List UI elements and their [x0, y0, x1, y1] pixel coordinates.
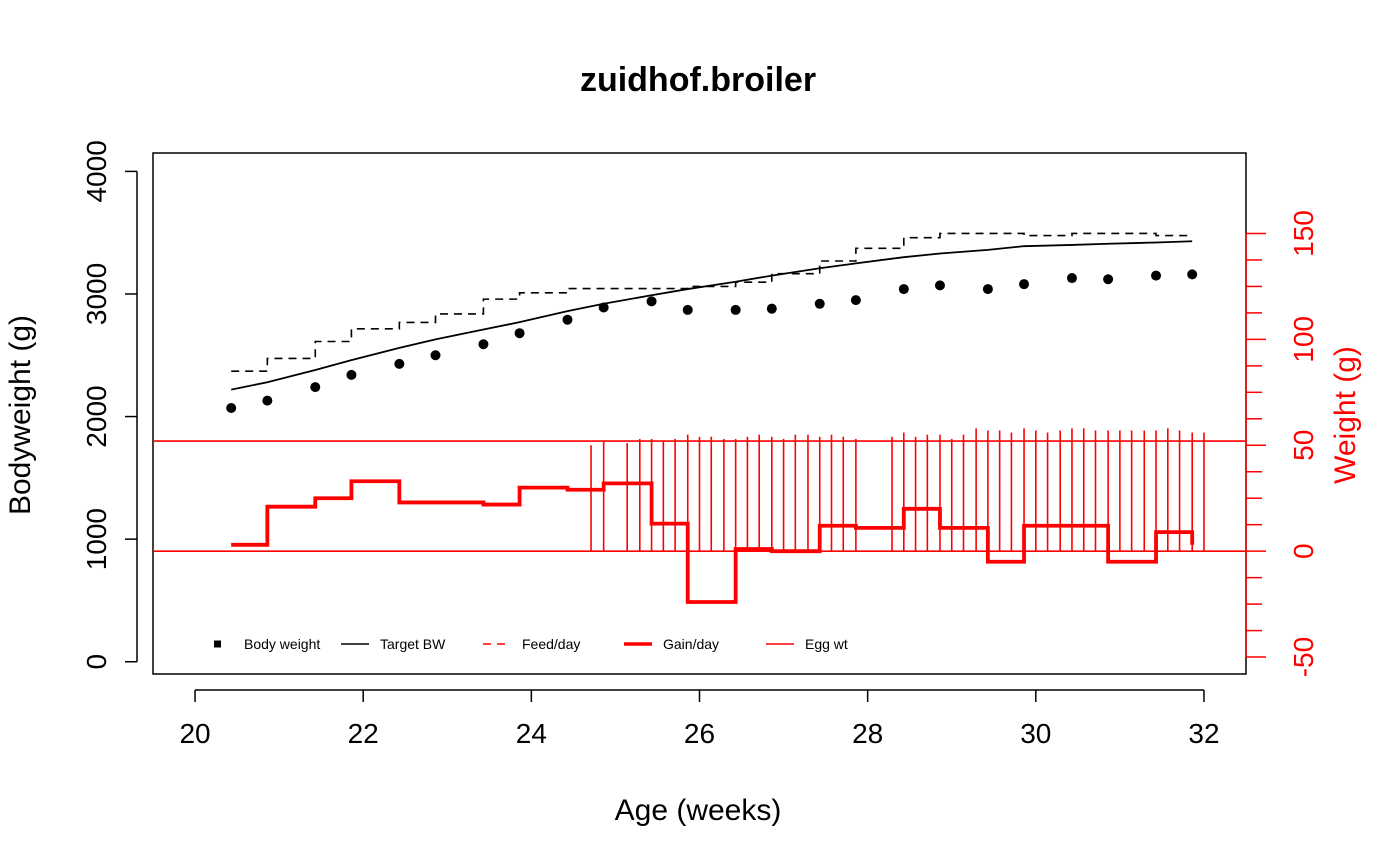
x-tick-label: 22 [348, 718, 379, 749]
legend-label: Gain/day [663, 636, 719, 652]
y2-tick-label: 100 [1288, 316, 1319, 363]
bodyweight-point [766, 303, 777, 314]
bodyweight-point [1066, 273, 1077, 284]
y-tick-label: 4000 [81, 140, 112, 202]
bodyweight-point [898, 284, 909, 295]
legend: Body weight Target BW Feed/day Gain/day Egg … [214, 636, 848, 652]
legend-label: Feed/day [522, 636, 580, 652]
x-axis-label: Age (weeks) [615, 794, 782, 827]
bodyweight-point [430, 350, 441, 361]
x-tick-label: 24 [516, 718, 547, 749]
egg-weight-lines [590, 428, 1205, 552]
chart-title: zuidhof.broiler [580, 61, 816, 99]
bodyweight-point [562, 314, 573, 325]
y-axis-label: Bodyweight (g) [4, 315, 37, 515]
plot-frame [152, 152, 1247, 675]
legend-label: Egg wt [805, 636, 848, 652]
bodyweight-point [1103, 274, 1114, 285]
bodyweight-point [1187, 269, 1198, 280]
bodyweight-point [262, 395, 273, 406]
bodyweight-point [226, 402, 237, 413]
bodyweight-point [850, 295, 861, 306]
y-tick-label: 2000 [81, 385, 112, 447]
y2-axis-label: Weight (g) [1329, 346, 1362, 484]
feed-per-day-line [231, 232, 1193, 372]
target-bw-line [231, 240, 1193, 391]
x-tick-label: 26 [684, 718, 715, 749]
bodyweight-point [1019, 279, 1030, 290]
x-tick-label: 32 [1188, 718, 1219, 749]
bodyweight-point [646, 296, 657, 307]
x-tick-label: 28 [852, 718, 883, 749]
x-tick-label: 20 [179, 718, 210, 749]
y-tick-label: 0 [81, 654, 112, 670]
bodyweight-point [682, 304, 693, 315]
series-layer [226, 232, 1198, 604]
bodyweight-point [982, 284, 993, 295]
x-tick-label: 30 [1020, 718, 1051, 749]
legend-swatch-body-weight [214, 640, 221, 648]
legend-label: Target BW [380, 636, 446, 652]
y2-tick-label: 0 [1288, 543, 1319, 559]
bodyweight-point [814, 298, 825, 309]
y-tick-label: 1000 [81, 508, 112, 570]
bodyweight-point [934, 280, 945, 291]
y2-tick-label: -50 [1288, 637, 1319, 677]
legend-label: Body weight [244, 636, 320, 652]
bodyweight-point [478, 339, 489, 350]
bodyweight-point [730, 304, 741, 315]
y2-tick-label: 150 [1288, 210, 1319, 257]
bodyweight-point [394, 358, 405, 369]
bodyweight-point [346, 369, 357, 380]
y2-tick-label: 50 [1288, 430, 1319, 461]
gain-per-day-line [231, 479, 1195, 604]
bodyweight-point [310, 382, 321, 393]
bodyweight-point [514, 328, 525, 339]
bodyweight-point [1151, 270, 1162, 281]
axes: 20 22 24 26 28 30 32 0 1000 2000 3000 4000 -50 0 50 100… [81, 140, 1319, 749]
y-tick-label: 3000 [81, 263, 112, 325]
